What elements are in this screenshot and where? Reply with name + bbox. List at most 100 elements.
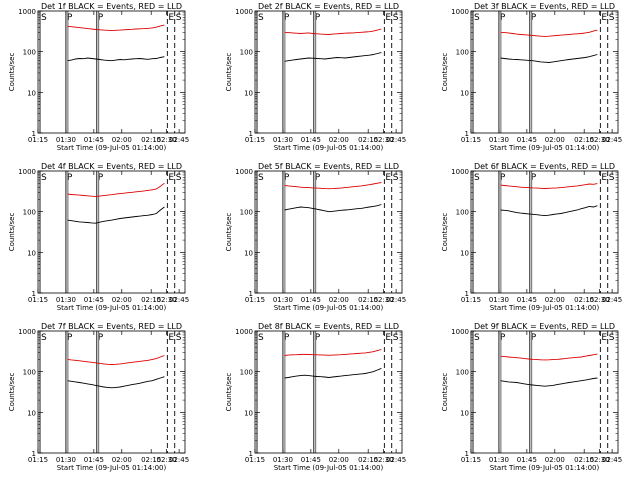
y-tick-label: 1 (32, 130, 36, 138)
x-tick-label: 02:15 (574, 296, 594, 304)
y-axis-label: Counts/sec (8, 373, 16, 412)
series-line-events (500, 54, 598, 63)
x-axis-label: Start Time (09-Jul-05 01:14:00) (57, 464, 167, 472)
series-line-events (67, 376, 165, 389)
marker-label: P (67, 13, 73, 23)
x-axis-label: Start Time (09-Jul-05 01:14:00) (274, 144, 384, 152)
y-tick-label: 100 (23, 369, 36, 377)
x-tick-label: 01:30 (489, 296, 509, 304)
marker-label: E (385, 173, 391, 183)
chart-panel-5: Det 5f BLACK = Events, RED = LLD Counts/s… (225, 162, 406, 312)
marker-label: S (41, 333, 47, 343)
x-tick-label: 02:30 (374, 296, 394, 304)
y-tick-label: 10 (244, 89, 253, 97)
marker-label: S (474, 333, 480, 343)
x-tick-label: 01:45 (301, 136, 321, 144)
x-tick-label: 02:00 (329, 136, 349, 144)
y-axis-label: Counts/sec (8, 213, 16, 252)
chart-title: Det 6f BLACK = Events, RED = LLD (474, 162, 615, 171)
y-tick-label: 1000 (18, 8, 36, 16)
y-tick-label: 1 (249, 290, 253, 298)
y-tick-label: 10 (460, 89, 469, 97)
x-tick-label: 02:45 (602, 296, 622, 304)
y-tick-label: 1 (32, 450, 36, 458)
y-axis-label: Counts/sec (225, 213, 233, 252)
chart-panel-8: Det 8f BLACK = Events, RED = LLD Counts/s… (225, 322, 406, 472)
y-tick-label: 100 (456, 49, 469, 57)
x-axis-label: Start Time (09-Jul-05 01:14:00) (490, 304, 600, 312)
chart-panel-7: Det 7f BLACK = Events, RED = LLD Counts/s… (8, 322, 189, 472)
x-tick-label: 01:45 (301, 296, 321, 304)
x-tick-label: 01:45 (517, 296, 537, 304)
x-tick-label: 02:30 (590, 456, 610, 464)
x-tick-label: 02:15 (358, 296, 378, 304)
x-tick-label: 02:30 (157, 136, 177, 144)
plot-frame (470, 330, 619, 454)
plot-frame (37, 330, 186, 454)
y-tick-label: 1 (465, 290, 469, 298)
x-tick-label: 01:15 (245, 136, 265, 144)
y-axis-label: Counts/sec (8, 53, 16, 92)
y-tick-label: 100 (23, 209, 36, 217)
x-tick-label: 02:00 (545, 136, 565, 144)
x-tick-label: 02:45 (169, 136, 189, 144)
y-axis-label: Counts/sec (441, 373, 449, 412)
y-tick-label: 10 (27, 89, 36, 97)
x-tick-label: 01:15 (28, 296, 48, 304)
y-tick-label: 100 (456, 369, 469, 377)
series-line-events (500, 377, 598, 387)
marker-label: P (284, 333, 290, 343)
marker-label: P (67, 173, 73, 183)
marker-label: S (41, 173, 47, 183)
x-tick-label: 02:15 (141, 136, 161, 144)
x-tick-label: 01:30 (56, 136, 76, 144)
x-tick-label: 01:30 (489, 456, 509, 464)
x-tick-label: 02:00 (545, 456, 565, 464)
marker-label: S (176, 173, 182, 183)
marker-label: S (176, 333, 182, 343)
marker-label: P (315, 13, 321, 23)
marker-label: E (168, 173, 174, 183)
marker-label: P (315, 333, 321, 343)
x-tick-label: 01:30 (56, 456, 76, 464)
x-axis-label: Start Time (09-Jul-05 01:14:00) (57, 144, 167, 152)
marker-label: E (385, 13, 391, 23)
series-line-lld (67, 24, 165, 32)
marker-label: E (385, 333, 391, 343)
y-tick-label: 100 (240, 209, 253, 217)
marker-label: E (168, 333, 174, 343)
series-line-lld (284, 349, 382, 356)
marker-label: S (609, 173, 615, 183)
y-tick-label: 10 (460, 409, 469, 417)
series-line-lld (500, 353, 598, 361)
y-axis-label: Counts/sec (225, 53, 233, 92)
x-tick-label: 01:45 (301, 456, 321, 464)
marker-label: S (393, 173, 399, 183)
x-tick-label: 02:30 (157, 456, 177, 464)
marker-label: P (531, 13, 537, 23)
x-tick-label: 01:45 (84, 136, 104, 144)
chart-title: Det 3f BLACK = Events, RED = LLD (474, 2, 615, 11)
x-tick-label: 01:45 (517, 456, 537, 464)
marker-label: P (98, 333, 104, 343)
x-tick-label: 02:45 (169, 456, 189, 464)
y-axis-label: Counts/sec (225, 373, 233, 412)
x-tick-label: 02:45 (386, 456, 406, 464)
x-tick-label: 02:00 (112, 456, 132, 464)
marker-label: P (531, 333, 537, 343)
marker-label: E (601, 13, 607, 23)
y-tick-label: 10 (244, 249, 253, 257)
series-line-lld (67, 355, 165, 365)
plot-frame (37, 170, 186, 294)
x-tick-label: 02:30 (374, 136, 394, 144)
marker-label: S (258, 333, 264, 343)
x-tick-label: 01:15 (28, 456, 48, 464)
x-tick-label: 02:15 (574, 456, 594, 464)
chart-title: Det 4f BLACK = Events, RED = LLD (41, 162, 182, 171)
chart-title: Det 7f BLACK = Events, RED = LLD (41, 322, 182, 331)
series-line-lld (284, 182, 382, 190)
chart-title: Det 1f BLACK = Events, RED = LLD (41, 2, 182, 11)
x-tick-label: 02:15 (141, 296, 161, 304)
x-tick-label: 02:15 (358, 136, 378, 144)
chart-panel-1: Det 1f BLACK = Events, RED = LLD Counts/s… (8, 2, 189, 152)
